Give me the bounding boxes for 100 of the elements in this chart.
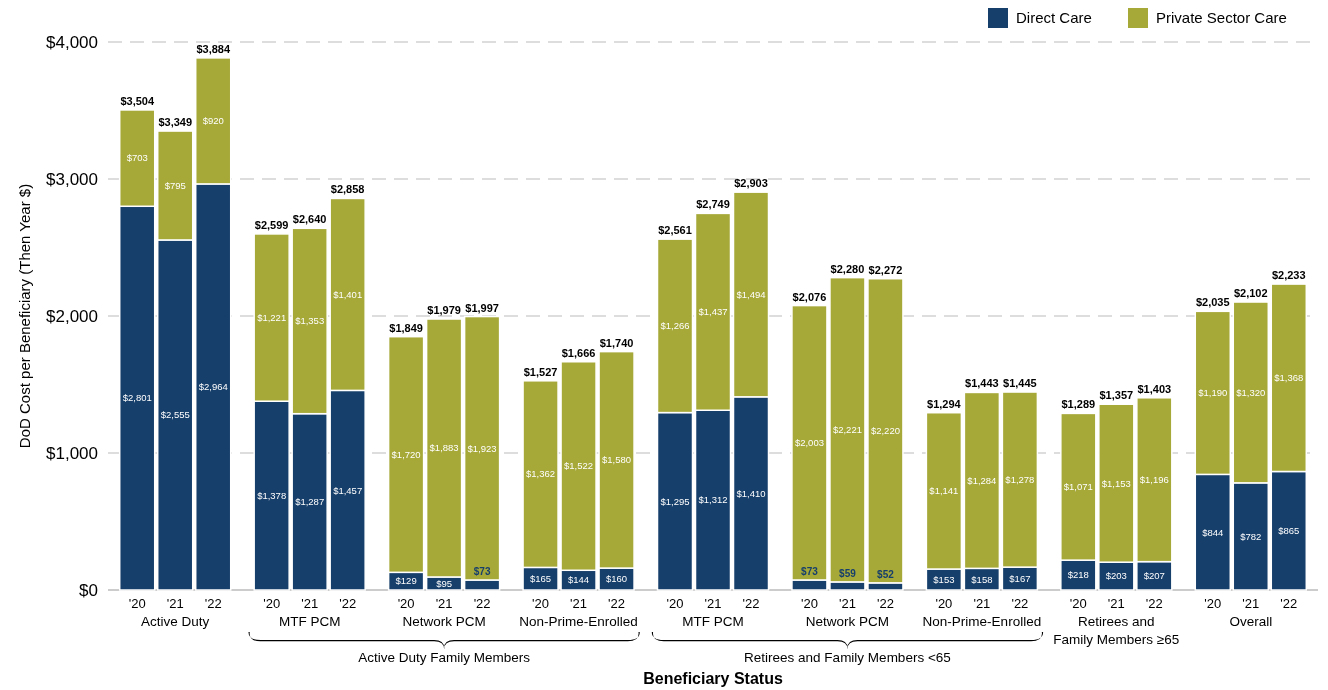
y-axis-title: DoD Cost per Beneficiary (Then Year $) [16,183,33,449]
data-label: $2,003 [794,437,824,449]
x-tick-label: '22 [204,596,222,611]
data-label: $795 [164,179,186,191]
data-label: $782 [1240,530,1262,542]
text: Non-Prime-Enrolled [922,614,1042,629]
x-tick-label: '22 [473,596,491,611]
text: Active Duty [141,614,210,629]
data-label: $1,190 [1198,387,1228,399]
y-tick-label: $3,000 [46,169,98,189]
data-label: $1,437 [698,306,728,318]
text: Network PCM [805,614,890,629]
x-tick-label: '20 [935,596,953,611]
total-label: $3,349 [158,116,193,129]
data-label: $703 [126,152,148,164]
legend-label: Direct Care [1016,9,1092,27]
total-label: $1,666 [561,346,596,359]
text: Overall [1229,614,1273,629]
data-label: $158 [971,573,993,585]
data-label: $1,494 [736,288,766,300]
y-tick-label: $4,000 [46,32,98,52]
total-label: $2,233 [1271,269,1306,282]
x-tick-label: '21 [838,596,856,611]
data-label: $1,368 [1274,372,1304,384]
data-label: $207 [1143,570,1165,582]
text: Non-Prime-Enrolled [519,614,638,629]
data-label: $1,401 [333,288,363,300]
total-label: $2,561 [658,224,692,237]
data-label: $2,801 [122,392,152,404]
x-tick-label: '20 [128,596,146,611]
data-label: $1,266 [660,320,690,332]
data-label: $1,923 [467,442,497,454]
total-label: $1,527 [523,365,558,378]
data-label: $1,378 [257,489,287,501]
data-label: $1,410 [736,487,766,499]
x-tick-label: '21 [435,596,453,611]
total-label: $3,504 [120,94,155,107]
text: Network PCM [402,614,486,629]
data-label: $1,522 [564,460,594,472]
data-label: $73 [473,566,491,578]
x-tick-label: '21 [1107,596,1125,611]
text: Active Duty Family Members [358,650,531,665]
x-tick-label: '20 [1204,596,1222,611]
data-label: $129 [395,575,417,587]
data-label: $165 [529,573,552,585]
x-tick-label: '22 [1145,596,1163,611]
data-label: $167 [1009,572,1031,584]
x-tick-label: '20 [532,596,550,611]
data-label: $1,312 [698,494,728,506]
data-label: $144 [567,574,590,586]
data-label: $2,220 [870,425,900,437]
data-label: $1,196 [1139,474,1169,486]
total-label: $1,740 [599,336,634,349]
data-label: $218 [1067,569,1089,581]
data-label: $1,284 [967,474,997,486]
total-label: $1,357 [1099,389,1134,402]
x-tick-label: '20 [800,596,818,611]
total-label: $2,272 [868,263,903,276]
data-label: $1,278 [1005,473,1035,485]
data-label: $1,153 [1101,477,1131,489]
x-tick-label: '20 [397,596,415,611]
text: Retirees and Family Members <65 [744,650,951,665]
total-label: $2,858 [330,183,365,196]
data-label: $1,580 [602,454,632,466]
y-tick-label: $2,000 [46,306,98,326]
data-label: $1,320 [1236,386,1266,398]
data-label: $153 [933,573,955,585]
x-tick-label: '20 [1069,596,1087,611]
data-label: $1,287 [295,496,325,508]
data-label: $95 [436,577,453,589]
total-label: $2,280 [830,262,865,275]
data-label: $59 [839,568,857,580]
x-tick-label: '21 [704,596,722,611]
total-label: $3,884 [196,42,231,55]
total-label: $2,640 [292,213,327,226]
total-label: $2,749 [696,198,730,211]
text: Retirees and Family Members ≥65 [1053,614,1180,647]
x-tick-label: '22 [608,596,626,611]
data-label: $844 [1202,526,1224,538]
x-tick-label: '20 [263,596,281,611]
data-label: $73 [801,566,819,578]
total-label: $1,289 [1061,398,1096,411]
data-label: $1,353 [295,315,325,327]
x-tick-label: '22 [1011,596,1029,611]
x-tick-label: '21 [570,596,588,611]
x-tick-label: '21 [166,596,184,611]
data-label: $1,883 [429,442,459,454]
total-label: $1,294 [927,397,962,410]
data-label: $1,457 [333,484,363,496]
total-label: $2,903 [734,177,768,190]
total-label: $1,997 [465,301,499,314]
x-tick-label: '21 [973,596,991,611]
data-label: $2,964 [198,381,228,393]
x-tick-label: '22 [339,596,357,611]
total-label: $2,102 [1233,287,1268,300]
total-label: $1,443 [965,377,999,390]
text: MTF PCM [682,614,744,629]
x-tick-label: '20 [666,596,684,611]
total-label: $2,035 [1195,296,1230,309]
total-label: $1,849 [389,321,423,334]
